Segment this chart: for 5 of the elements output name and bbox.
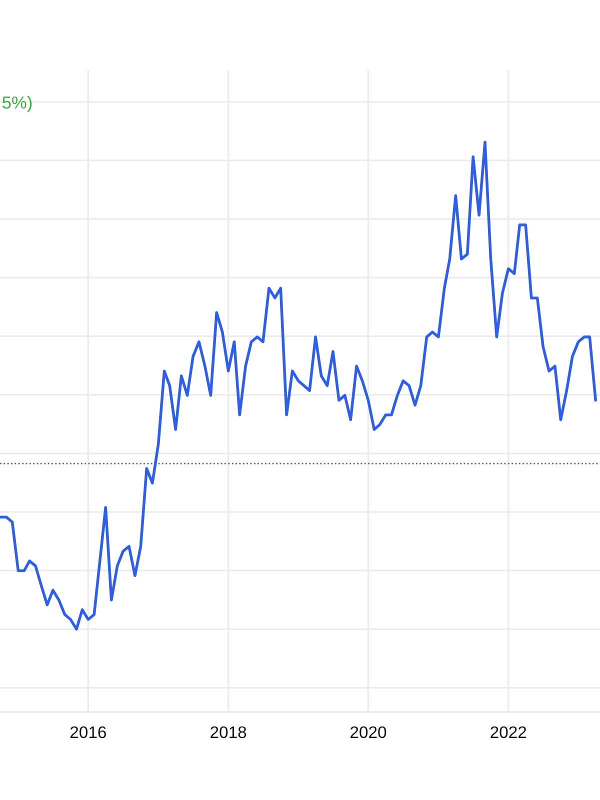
x-tick-label: 2022: [490, 726, 526, 738]
x-tick-label: 2016: [70, 726, 106, 738]
x-tick-label: 2020: [350, 726, 386, 738]
x-tick-label: 2018: [210, 726, 246, 738]
text: 5%): [2, 96, 32, 112]
